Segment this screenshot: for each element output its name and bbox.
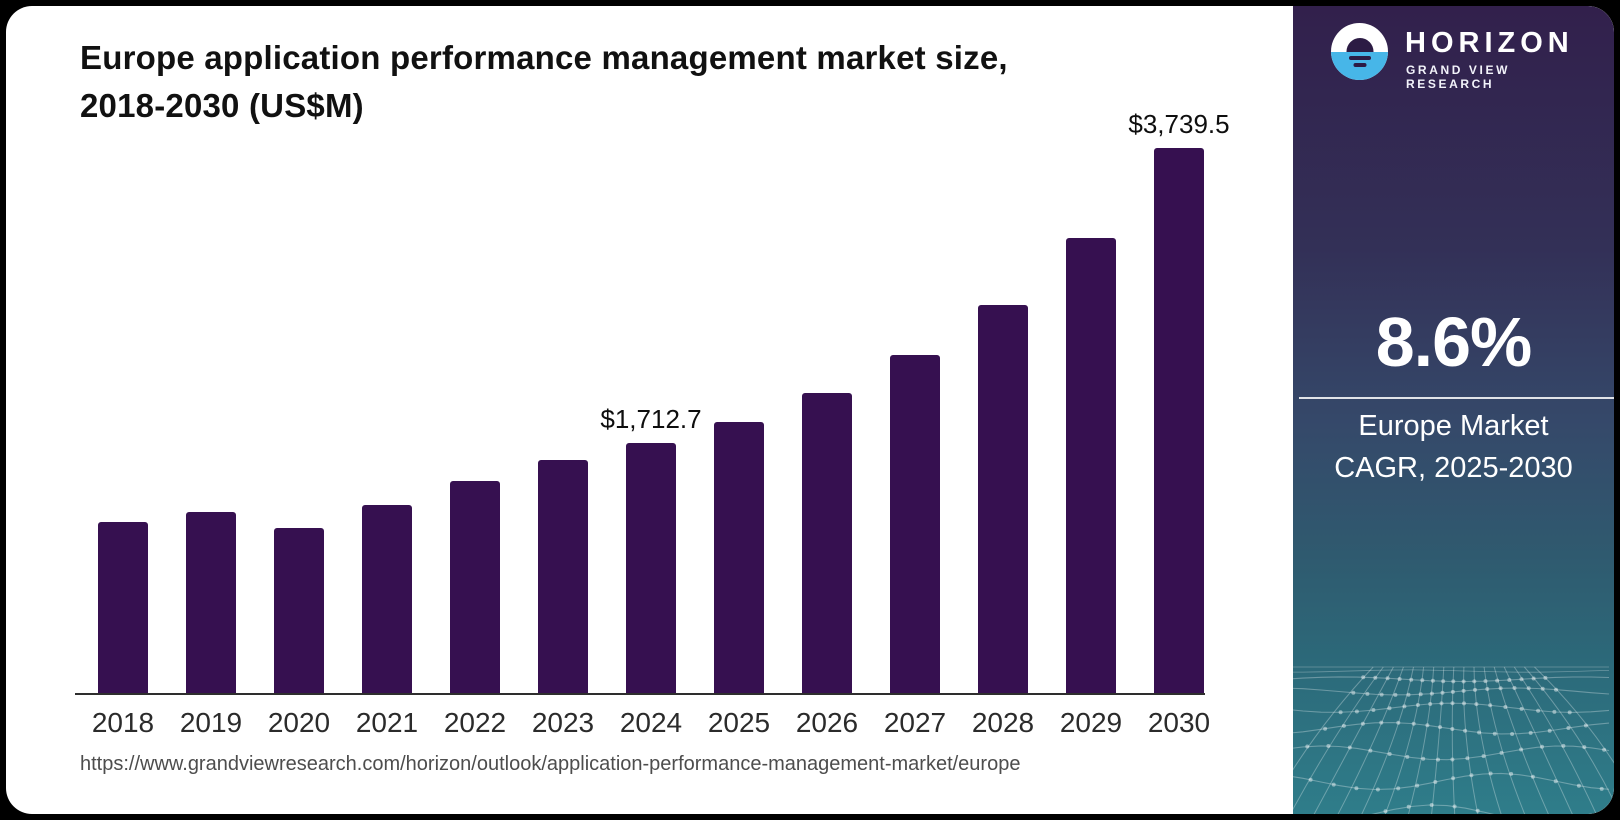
bar-column-2028	[959, 138, 1047, 693]
bar-column-2027	[871, 138, 959, 693]
chart-plot-area: Europe application performance managemen…	[6, 6, 1293, 814]
bar-2027	[890, 355, 940, 693]
x-tick-2029: 2029	[1059, 707, 1123, 738]
bar-column-2020	[255, 138, 343, 693]
x-tick-2023: 2023	[531, 707, 595, 738]
cagr-value: 8.6%	[1375, 303, 1533, 381]
x-tick-2024: 2024	[619, 707, 683, 738]
bar-column-2023	[519, 138, 607, 693]
cagr-label-line2: CAGR, 2025-2030	[1334, 452, 1573, 484]
logo-reflection-bar	[1348, 55, 1371, 60]
wireframe-mesh-decoration	[1293, 666, 1614, 814]
bar-column-2022	[431, 138, 519, 693]
bar-2026	[802, 393, 852, 693]
x-tick-2030: 2030	[1147, 707, 1211, 738]
bar-2029	[1066, 238, 1116, 693]
logo-reflection-bar	[1353, 62, 1366, 67]
bar-2020	[274, 528, 324, 693]
bar-column-2025	[695, 138, 783, 693]
brand-subtitle: GRAND VIEW RESEARCH	[1406, 63, 1510, 91]
x-tick-2019: 2019	[179, 707, 243, 738]
x-tick-2027: 2027	[883, 707, 947, 738]
horizon-logo-icon	[1331, 23, 1388, 80]
bar-2024	[626, 443, 676, 693]
bar-2022	[450, 481, 500, 693]
infographic-card: Europe application performance managemen…	[6, 6, 1614, 814]
chart-title-line2: 2018-2030 (US$M)	[80, 87, 364, 124]
bar-column-2024: $1,712.7	[600, 138, 702, 693]
x-tick-2021: 2021	[355, 707, 419, 738]
brand-sidebar: HORIZON GRAND VIEW RESEARCH 8.6% Europe …	[1293, 6, 1614, 814]
chart-title: Europe application performance managemen…	[80, 34, 1140, 130]
x-tick-2028: 2028	[971, 707, 1035, 738]
x-tick-2026: 2026	[795, 707, 859, 738]
bar-column-2026	[783, 138, 871, 693]
bar-2018	[98, 522, 148, 693]
x-tick-2022: 2022	[443, 707, 507, 738]
bar-column-2030: $3,739.5	[1128, 109, 1230, 693]
bar-2019	[186, 512, 236, 693]
bar-column-2029	[1047, 138, 1135, 693]
bar-column-2018	[79, 138, 167, 693]
value-label-2030: $3,739.5	[1128, 109, 1230, 139]
cagr-label: Europe Market CAGR, 2025-2030	[1293, 405, 1614, 489]
bar-series: $1,712.7 $3,739.5	[79, 109, 1230, 693]
cagr-label-line1: Europe Market	[1358, 410, 1549, 442]
chart-title-line1: Europe application performance managemen…	[80, 39, 1008, 76]
x-axis-tick-labels: 2018 2019 2020 2021 2022 2023 2024 2025 2026 2027…	[79, 707, 1223, 739]
x-tick-2018: 2018	[91, 707, 155, 738]
cagr-divider	[1299, 397, 1614, 399]
brand-name: HORIZON	[1405, 27, 1574, 59]
bar-2023	[538, 460, 588, 693]
x-tick-2020: 2020	[267, 707, 331, 738]
brand-row: HORIZON GRAND VIEW RESEARCH	[1331, 19, 1591, 91]
logo-sun-shape	[1346, 37, 1373, 52]
x-tick-2025: 2025	[707, 707, 771, 738]
source-url: https://www.grandviewresearch.com/horizo…	[80, 753, 1021, 775]
bar-2021	[362, 505, 412, 693]
bar-2030	[1154, 148, 1204, 693]
bar-2025	[714, 422, 764, 693]
value-label-2024: $1,712.7	[600, 404, 702, 434]
bar-2028	[978, 305, 1028, 693]
x-axis-line	[75, 693, 1205, 695]
bar-column-2019	[167, 138, 255, 693]
bar-column-2021	[343, 138, 431, 693]
